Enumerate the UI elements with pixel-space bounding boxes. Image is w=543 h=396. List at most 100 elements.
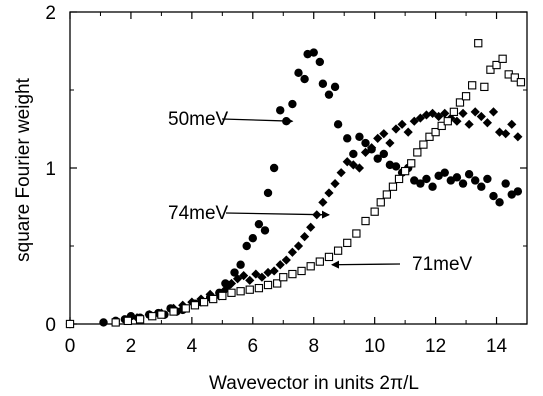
x-tick-label: 0 — [65, 336, 76, 357]
data-point — [236, 261, 244, 269]
data-point — [261, 226, 269, 234]
data-point — [99, 318, 107, 326]
data-point — [330, 179, 339, 188]
data-point — [288, 248, 297, 257]
data-point — [112, 319, 119, 326]
data-point — [517, 79, 524, 86]
data-point — [300, 232, 309, 241]
y-tick-label: 2 — [45, 3, 56, 24]
data-point — [264, 281, 271, 288]
data-point — [294, 241, 303, 250]
data-point — [255, 220, 263, 228]
data-point — [158, 311, 165, 318]
data-point — [469, 82, 476, 89]
data-point — [450, 108, 457, 115]
data-point — [331, 83, 339, 91]
data-point — [513, 132, 522, 141]
axes — [70, 12, 527, 324]
data-point — [124, 317, 131, 324]
data-point — [191, 302, 198, 309]
data-point — [316, 58, 324, 66]
x-tick-label: 14 — [486, 336, 508, 357]
annotation-label-50meV: 50meV — [168, 109, 229, 130]
y-tick-label: 0 — [45, 315, 56, 336]
data-point — [489, 192, 497, 200]
annotation-arrow-71meV — [332, 264, 400, 265]
data-point — [280, 274, 287, 281]
data-point — [307, 263, 314, 270]
data-point — [306, 223, 315, 232]
data-point — [395, 175, 402, 182]
annotation-arrow-50meV — [222, 119, 292, 121]
data-point — [385, 138, 394, 147]
data-point — [337, 168, 346, 177]
y-tick-label: 1 — [45, 159, 56, 180]
data-point — [316, 258, 323, 265]
data-point — [325, 90, 333, 98]
data-point — [325, 253, 332, 260]
data-point — [276, 106, 284, 114]
data-point — [371, 208, 378, 215]
data-point — [246, 286, 253, 293]
data-point — [318, 198, 327, 207]
data-point — [420, 141, 427, 148]
series-71meV — [66, 40, 524, 328]
data-point — [514, 187, 522, 195]
data-point — [481, 83, 488, 90]
data-point — [298, 267, 305, 274]
x-tick-label: 12 — [425, 336, 446, 357]
data-point — [441, 168, 449, 176]
data-point — [255, 285, 262, 292]
annotation-arrow-74meV — [226, 213, 329, 215]
data-point — [182, 305, 189, 312]
x-axis-title: Wavevector in units 2π/L — [209, 373, 419, 394]
y-axis-title: square Fourier weight — [13, 77, 34, 261]
x-tick-label: 10 — [364, 336, 385, 357]
data-point — [495, 198, 503, 206]
data-point — [380, 150, 388, 158]
data-point — [335, 247, 342, 254]
data-point — [294, 69, 302, 77]
annotation-label-71meV: 71meV — [412, 254, 473, 275]
data-point — [402, 168, 409, 175]
data-point — [66, 320, 73, 327]
data-point — [483, 175, 491, 183]
data-point — [414, 149, 421, 156]
tick-marks — [70, 12, 527, 324]
data-point — [243, 242, 251, 250]
data-point — [344, 239, 351, 246]
data-point — [408, 160, 415, 167]
data-point — [471, 176, 479, 184]
data-point — [264, 189, 272, 197]
data-point — [404, 128, 413, 137]
x-tick-label: 2 — [126, 336, 137, 357]
data-point — [507, 120, 516, 129]
data-point — [270, 164, 278, 172]
data-point — [170, 308, 177, 315]
data-point — [383, 191, 390, 198]
data-point — [343, 134, 351, 142]
data-point — [465, 120, 474, 129]
data-point — [319, 80, 327, 88]
data-point — [353, 230, 360, 237]
data-point — [289, 270, 296, 277]
data-point — [475, 40, 482, 47]
x-tick-label: 8 — [308, 336, 319, 357]
data-point — [459, 179, 467, 187]
data-point — [501, 179, 509, 187]
data-point — [355, 133, 363, 141]
data-point — [361, 139, 369, 147]
data-point — [300, 75, 308, 83]
data-point — [237, 288, 244, 295]
data-point — [334, 120, 342, 128]
data-point — [489, 107, 498, 116]
data-point — [453, 173, 461, 181]
data-point — [136, 316, 143, 323]
x-tick-label: 6 — [248, 336, 259, 357]
data-points — [66, 40, 525, 329]
data-point — [444, 118, 451, 125]
data-point — [200, 299, 207, 306]
